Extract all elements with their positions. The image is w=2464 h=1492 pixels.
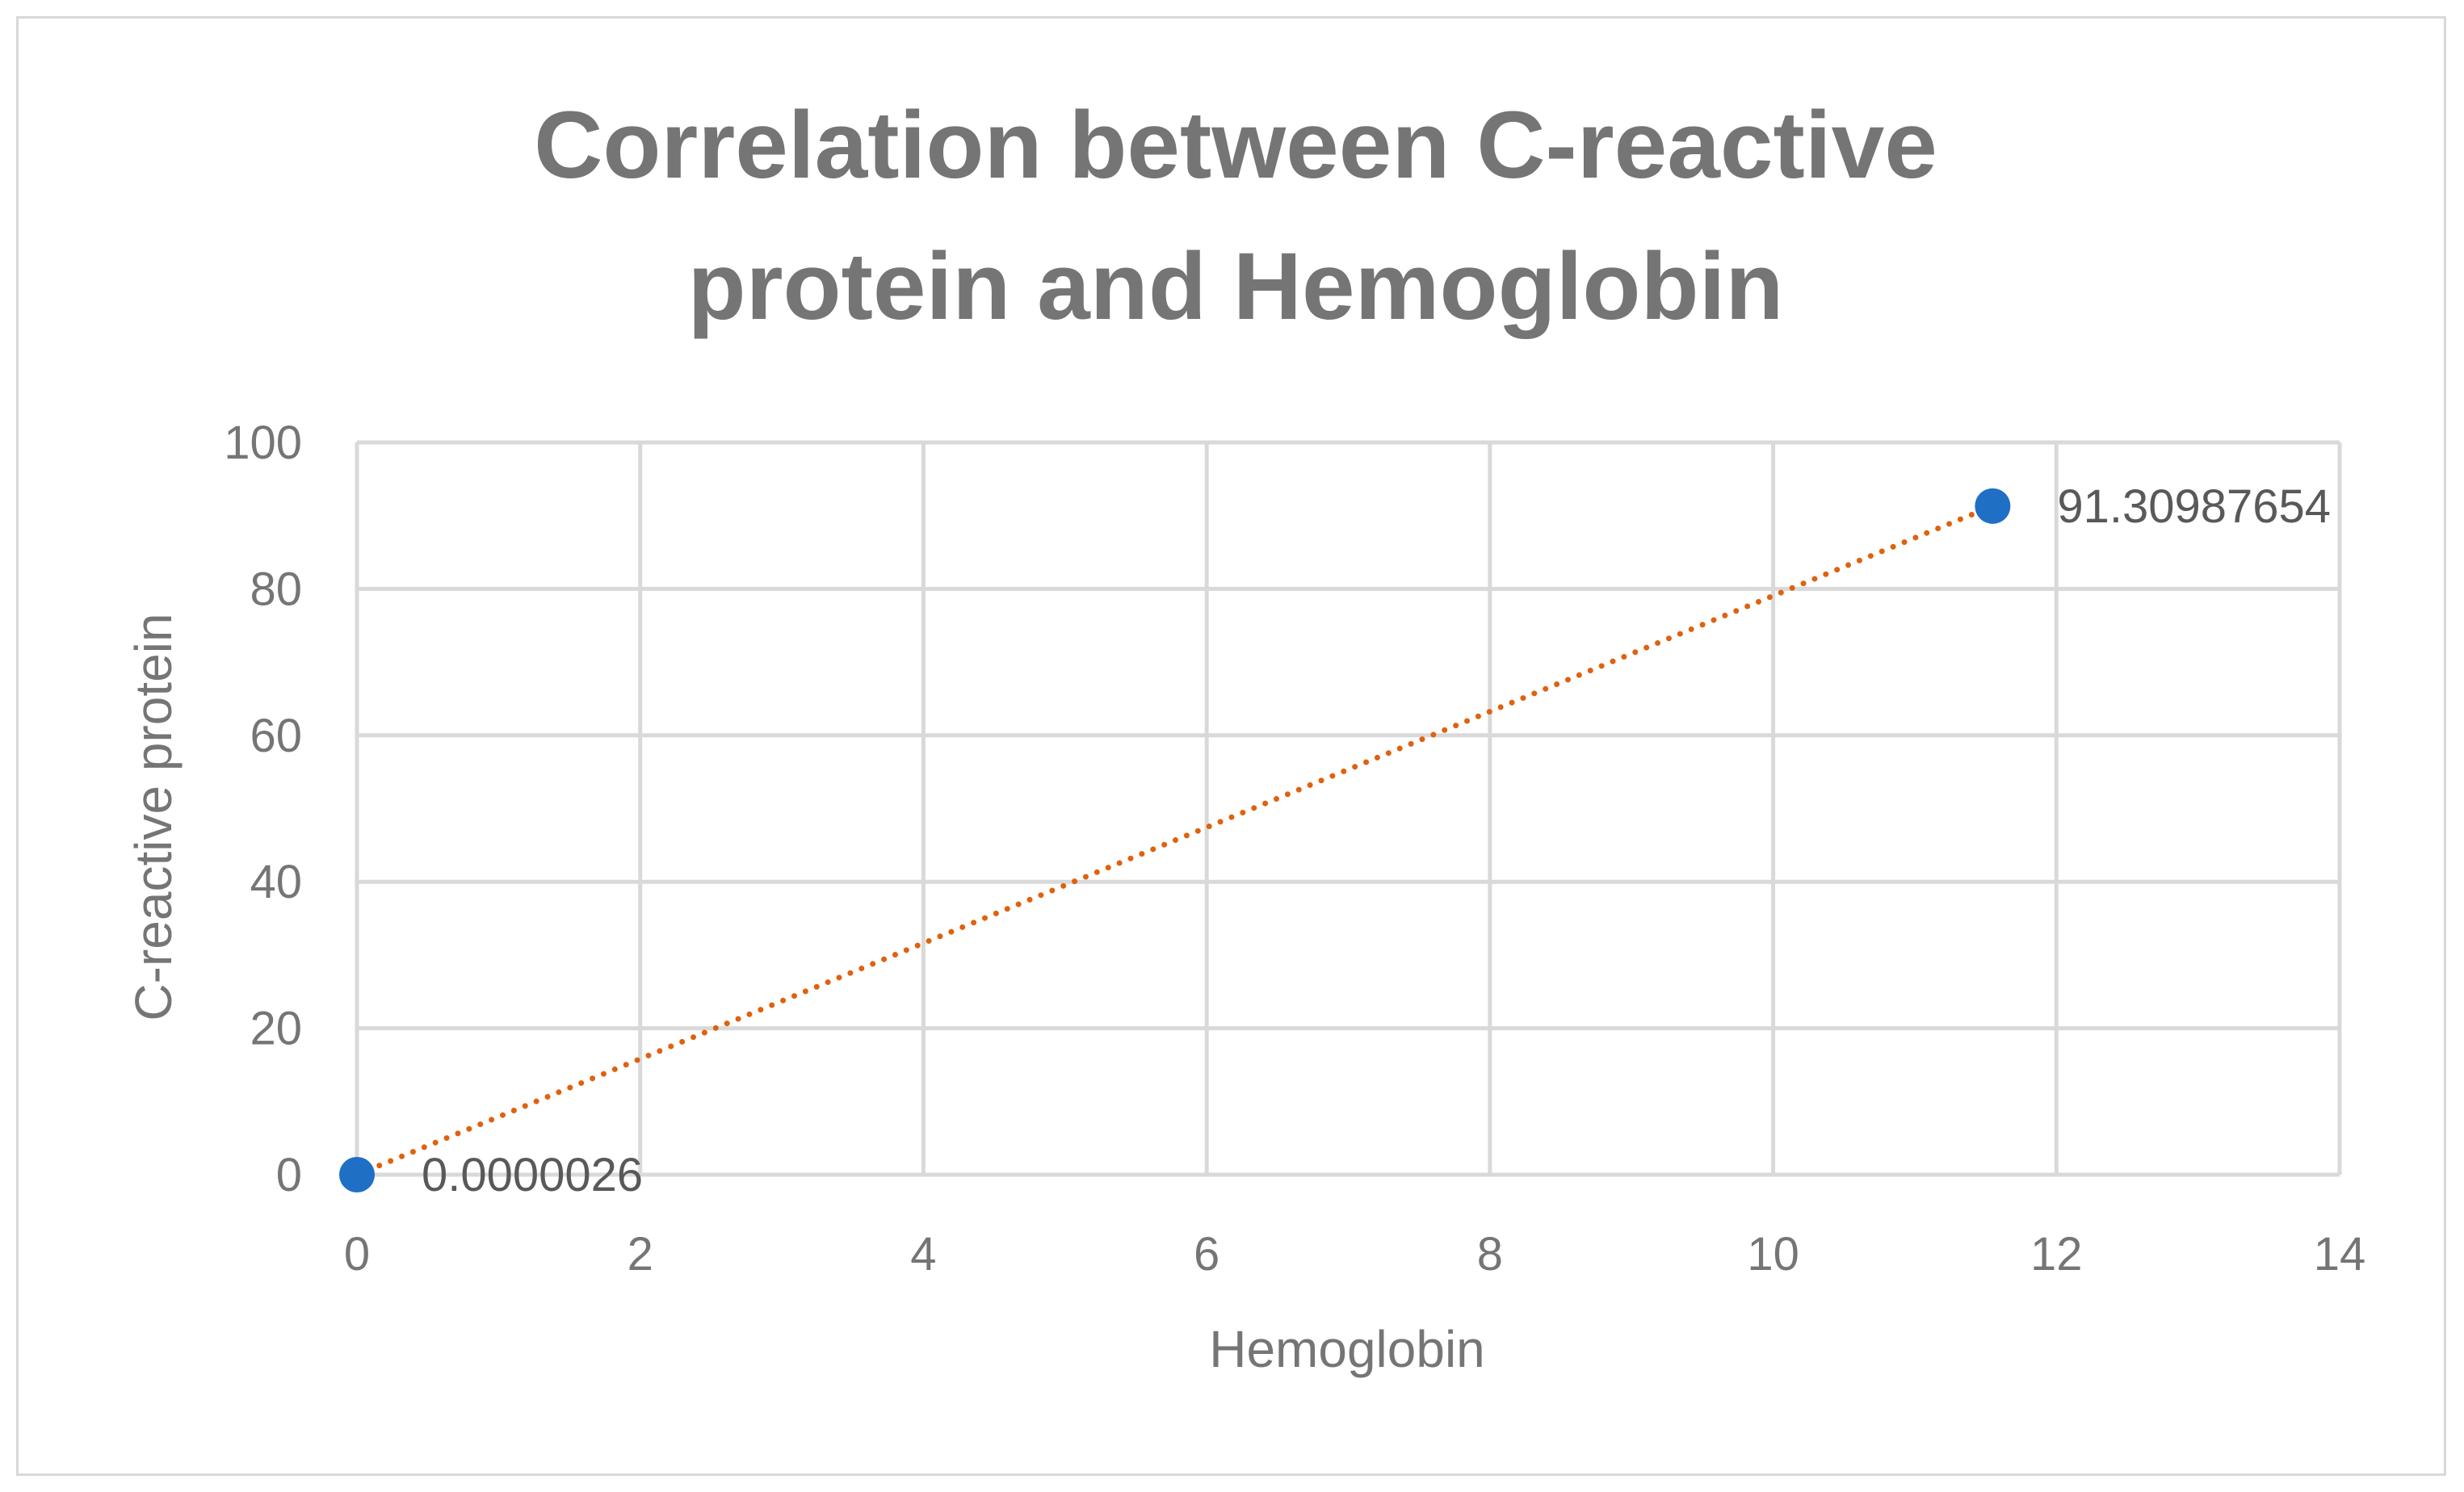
x-tick-label: 6 <box>1194 1228 1219 1280</box>
x-tick-label: 2 <box>628 1228 653 1280</box>
y-axis-title: C-reactive protein <box>124 613 183 1021</box>
x-tick-label: 12 <box>2030 1228 2083 1280</box>
y-tick-label: 100 <box>224 417 302 469</box>
x-tick-label: 10 <box>1747 1228 1799 1280</box>
chart-title-line-1: Correlation between C-reactive <box>534 92 1937 199</box>
chart-title-line-2: protein and Hemoglobin <box>688 233 1784 340</box>
data-label: 0.0000026 <box>422 1149 643 1201</box>
data-point <box>339 1157 375 1192</box>
chart-frame <box>16 16 2446 1476</box>
points-layer <box>339 488 2011 1192</box>
y-tick-label: 20 <box>250 1003 302 1055</box>
y-tick-label: 60 <box>250 710 302 762</box>
tick-labels: 0 20 40 60 80 100 0 2 4 6 8 10 12 14 <box>224 417 2365 1280</box>
x-tick-label: 4 <box>910 1228 936 1280</box>
trendline <box>354 503 1996 1178</box>
data-labels-layer: 0.0000026 91.30987654 <box>422 480 2331 1201</box>
grid <box>355 440 2342 1177</box>
data-label: 91.30987654 <box>2057 480 2331 533</box>
y-tick-label: 0 <box>276 1149 302 1201</box>
trendline-layer <box>354 503 1996 1178</box>
x-tick-label: 8 <box>1477 1228 1503 1280</box>
x-tick-label: 0 <box>344 1228 370 1280</box>
y-tick-label: 80 <box>250 563 302 615</box>
data-point <box>1975 488 2011 524</box>
x-tick-label: 14 <box>2314 1228 2366 1280</box>
x-axis-title: Hemoglobin <box>1209 1320 1485 1378</box>
y-tick-label: 40 <box>250 856 302 908</box>
